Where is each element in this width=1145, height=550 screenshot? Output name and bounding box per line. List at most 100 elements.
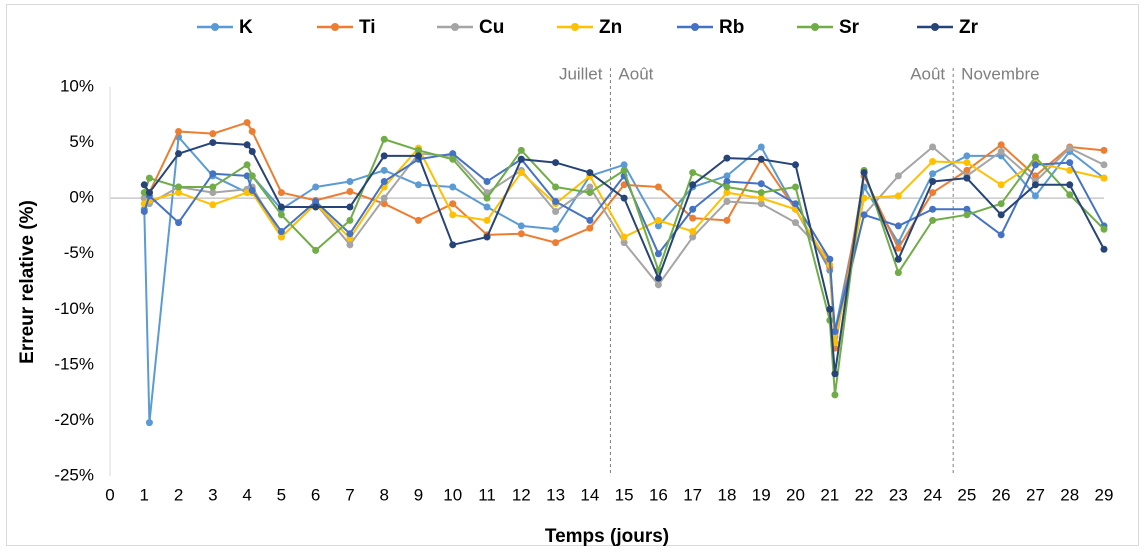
data-point: [929, 177, 937, 185]
data-point: [997, 211, 1005, 219]
legend-label: Zn: [599, 17, 622, 38]
x-tick-label: 24: [923, 485, 942, 504]
y-tick-label: -15%: [54, 354, 94, 373]
data-point: [1100, 245, 1108, 253]
data-point: [586, 224, 594, 232]
data-point: [1031, 181, 1039, 189]
data-point: [483, 203, 491, 211]
data-point: [414, 216, 422, 224]
data-point: [826, 255, 834, 263]
data-point: [277, 189, 285, 197]
data-point: [997, 141, 1005, 149]
data-point: [552, 159, 560, 167]
period-label: Août: [618, 64, 653, 83]
data-point: [620, 166, 628, 174]
x-tick-label: 13: [546, 485, 565, 504]
data-point: [1066, 159, 1074, 167]
data-point: [689, 227, 697, 235]
data-point: [552, 197, 560, 205]
data-point: [860, 211, 868, 219]
data-point: [312, 197, 320, 205]
data-point: [654, 250, 662, 258]
data-point: [248, 127, 256, 135]
data-point: [620, 181, 628, 189]
data-point: [894, 269, 902, 277]
data-point: [209, 170, 217, 178]
data-point: [929, 216, 937, 224]
data-point: [757, 180, 765, 188]
data-point: [145, 174, 153, 182]
data-point: [414, 152, 422, 160]
series-line: [143, 152, 1105, 333]
data-point: [654, 274, 662, 282]
data-point: [997, 181, 1005, 189]
period-label: Août: [910, 64, 945, 83]
data-point: [517, 146, 525, 154]
data-point: [757, 189, 765, 197]
data-point: [517, 169, 525, 177]
data-point: [449, 155, 457, 163]
series-line: [143, 146, 1105, 339]
legend-label: Sr: [839, 17, 860, 38]
data-point: [552, 225, 560, 233]
y-tick-label: -25%: [54, 465, 94, 484]
data-point: [654, 222, 662, 230]
data-point: [689, 233, 697, 241]
x-tick-label: 4: [242, 485, 251, 504]
data-point: [449, 241, 457, 249]
data-point: [792, 200, 800, 208]
data-point: [929, 205, 937, 213]
period-label: Novembre: [961, 64, 1039, 83]
x-tick-label: 3: [208, 485, 217, 504]
x-tick-label: 17: [683, 485, 702, 504]
x-tick-label: 12: [512, 485, 531, 504]
data-point: [517, 230, 525, 238]
data-point: [517, 155, 525, 163]
data-point: [209, 189, 217, 197]
data-point: [654, 281, 662, 289]
data-point: [312, 183, 320, 191]
data-point: [586, 216, 594, 224]
data-point: [929, 170, 937, 178]
x-tick-label: 27: [1026, 485, 1045, 504]
data-point: [380, 152, 388, 160]
data-point: [346, 187, 354, 195]
data-point: [757, 143, 765, 151]
x-tick-label: 1: [140, 485, 149, 504]
data-point: [723, 216, 731, 224]
data-point: [145, 189, 153, 197]
data-point: [380, 135, 388, 143]
legend-marker: [811, 23, 819, 31]
x-tick-label: 23: [889, 485, 908, 504]
data-point: [654, 183, 662, 191]
data-point: [449, 211, 457, 219]
series-line: [143, 141, 1105, 375]
data-point: [689, 205, 697, 213]
data-point: [757, 155, 765, 163]
data-point: [209, 139, 217, 147]
data-point: [1100, 146, 1108, 154]
x-tick-label: 18: [718, 485, 737, 504]
x-tick-label: 29: [1095, 485, 1114, 504]
data-point: [963, 159, 971, 167]
x-tick-label: 16: [649, 485, 668, 504]
legend-marker: [331, 23, 339, 31]
data-point: [248, 147, 256, 155]
data-point: [175, 127, 183, 135]
data-point: [723, 177, 731, 185]
data-point: [449, 150, 457, 158]
series-line: [143, 147, 1105, 344]
data-point: [1031, 192, 1039, 200]
data-point: [175, 189, 183, 197]
data-point: [145, 419, 153, 427]
data-point: [346, 241, 354, 249]
data-point: [620, 239, 628, 247]
x-tick-label: 0: [105, 485, 114, 504]
data-point: [586, 169, 594, 177]
data-point: [963, 211, 971, 219]
period-label: Juillet: [559, 64, 603, 83]
data-point: [894, 244, 902, 252]
data-point: [277, 203, 285, 211]
data-point: [689, 181, 697, 189]
data-point: [586, 183, 594, 191]
